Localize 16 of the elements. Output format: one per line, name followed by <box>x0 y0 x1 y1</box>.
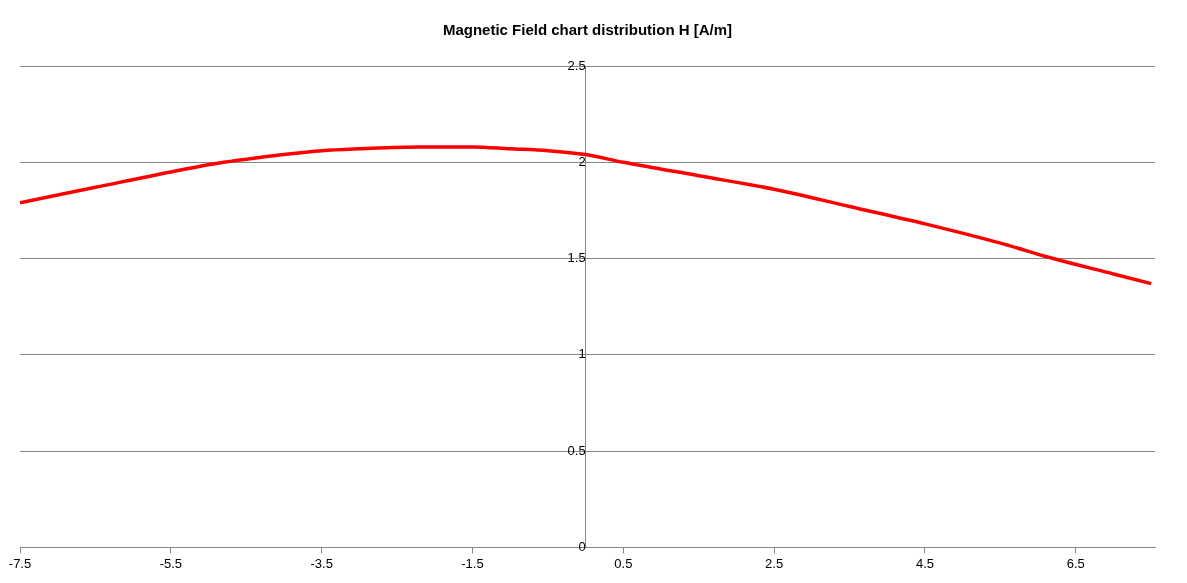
y-tick-label: 2 <box>578 153 586 169</box>
line-series <box>20 145 1153 286</box>
y-tick-label: 1.5 <box>567 250 586 266</box>
x-tick-label: -1.5 <box>461 555 484 571</box>
y-tick-label: 2.5 <box>567 57 586 73</box>
x-tick-label: 6.5 <box>1066 555 1085 571</box>
y-tick-label: 0 <box>578 538 586 554</box>
y-tick-label: 1 <box>578 346 586 362</box>
chart-title: Magnetic Field chart distribution H [A/m] <box>442 21 733 39</box>
x-tick-label: -7.5 <box>8 555 32 571</box>
x-tick-label: 4.5 <box>915 555 935 571</box>
x-tick-label: -5.5 <box>159 555 183 571</box>
x-tick-label: 2.5 <box>765 555 784 571</box>
x-tick-label: 0.5 <box>614 555 633 571</box>
x-tick-label: -3.5 <box>310 555 333 571</box>
y-tick-label: 0.5 <box>567 442 586 458</box>
